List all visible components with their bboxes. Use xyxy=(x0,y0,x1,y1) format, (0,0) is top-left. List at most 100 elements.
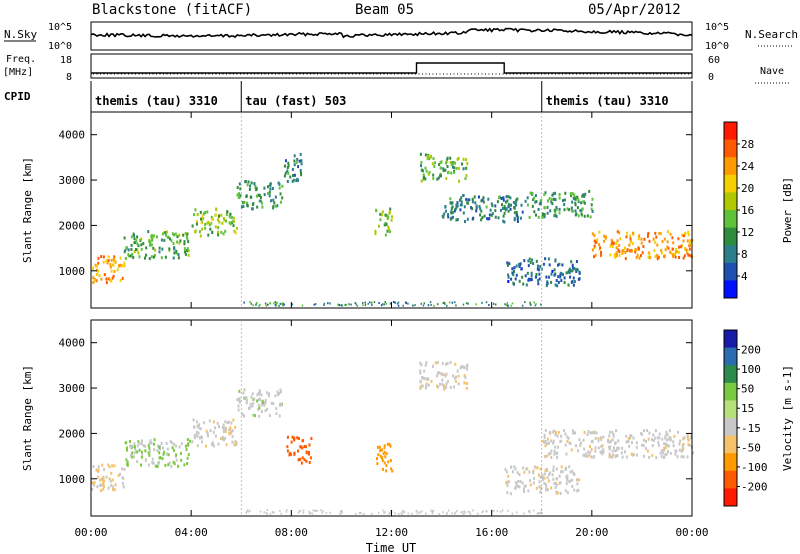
data-cell xyxy=(106,261,109,265)
data-cell xyxy=(641,432,643,436)
data-cell xyxy=(572,276,575,280)
data-cell xyxy=(228,221,231,225)
data-cell xyxy=(462,167,465,171)
data-cell xyxy=(546,488,549,492)
data-cell xyxy=(480,199,483,203)
data-cell xyxy=(123,467,126,471)
data-cell xyxy=(571,209,574,213)
data-cell xyxy=(130,235,133,239)
data-cell xyxy=(340,304,343,307)
data-cell xyxy=(540,511,542,514)
data-cell xyxy=(635,453,638,457)
data-cell xyxy=(521,275,524,279)
data-cell xyxy=(547,275,550,279)
data-cell xyxy=(187,453,190,457)
data-cell xyxy=(212,430,215,434)
data-cell xyxy=(252,413,255,417)
data-cell xyxy=(105,277,108,281)
data-cell xyxy=(300,159,303,163)
colorbar-tick-label: 15 xyxy=(741,402,754,415)
data-cell xyxy=(543,472,546,476)
data-cell xyxy=(447,171,449,175)
data-cell xyxy=(674,255,677,259)
data-cell xyxy=(124,256,127,260)
data-cell xyxy=(100,255,103,258)
data-cell xyxy=(224,429,227,433)
data-cell xyxy=(579,443,582,447)
data-cell xyxy=(555,477,558,481)
data-cell xyxy=(411,512,413,515)
data-cell xyxy=(432,510,434,513)
data-cell xyxy=(553,268,556,272)
data-cell xyxy=(422,177,425,181)
data-cell xyxy=(298,509,300,512)
data-cell xyxy=(655,456,658,460)
data-cell xyxy=(519,263,522,267)
data-cell xyxy=(436,371,439,375)
data-cell xyxy=(385,302,388,305)
data-cell xyxy=(302,439,304,443)
data-cell xyxy=(520,203,523,207)
data-cell xyxy=(96,273,98,276)
data-cell xyxy=(454,161,457,165)
data-cell xyxy=(273,302,275,305)
data-cell xyxy=(539,202,542,206)
data-cell xyxy=(197,426,200,430)
data-cell xyxy=(264,409,267,413)
data-cell xyxy=(135,449,138,453)
data-cell xyxy=(140,247,143,251)
data-cell xyxy=(247,509,249,512)
data-cell xyxy=(462,157,465,161)
data-cell xyxy=(444,168,447,172)
data-cell xyxy=(284,164,286,168)
data-cell xyxy=(485,205,488,209)
data-cell xyxy=(175,458,178,462)
data-cell xyxy=(257,391,260,395)
data-cell xyxy=(556,284,559,288)
data-cell xyxy=(379,218,382,222)
data-cell xyxy=(268,190,271,194)
data-cell xyxy=(272,198,275,202)
data-cell xyxy=(632,453,635,457)
data-cell xyxy=(550,455,553,459)
data-cell xyxy=(123,236,126,240)
data-cell xyxy=(466,162,469,166)
data-cell xyxy=(494,204,497,208)
data-cell xyxy=(591,232,594,236)
data-cell xyxy=(550,200,553,204)
data-cell xyxy=(251,404,254,408)
data-cell xyxy=(635,441,638,445)
data-cell xyxy=(555,467,558,471)
data-cell xyxy=(609,244,612,248)
data-cell xyxy=(126,460,129,464)
data-cell xyxy=(295,179,298,183)
data-cell xyxy=(293,154,296,158)
colorbar-tick-label: -200 xyxy=(741,480,768,493)
data-cell xyxy=(221,425,224,429)
data-cell xyxy=(624,246,626,250)
data-cell xyxy=(651,437,654,441)
data-cell xyxy=(517,485,520,489)
data-cell xyxy=(564,489,567,493)
data-cell xyxy=(450,211,453,215)
data-cell xyxy=(551,269,554,273)
data-cell xyxy=(100,477,103,481)
data-cell xyxy=(390,467,393,471)
data-cell xyxy=(234,231,237,235)
data-cell xyxy=(677,237,680,241)
data-cell xyxy=(544,429,547,433)
title-beam: Beam 05 xyxy=(355,2,414,18)
data-cell xyxy=(163,238,166,242)
data-cell xyxy=(665,430,668,434)
data-cell xyxy=(376,457,378,461)
data-cell xyxy=(583,431,586,434)
data-cell xyxy=(300,173,303,177)
data-cell xyxy=(391,215,394,219)
data-cell xyxy=(529,301,531,304)
data-cell xyxy=(609,440,612,444)
data-cell xyxy=(540,509,543,512)
data-cell xyxy=(298,159,301,163)
data-cell xyxy=(184,232,187,235)
data-cell xyxy=(222,423,225,427)
data-cell xyxy=(573,267,576,271)
